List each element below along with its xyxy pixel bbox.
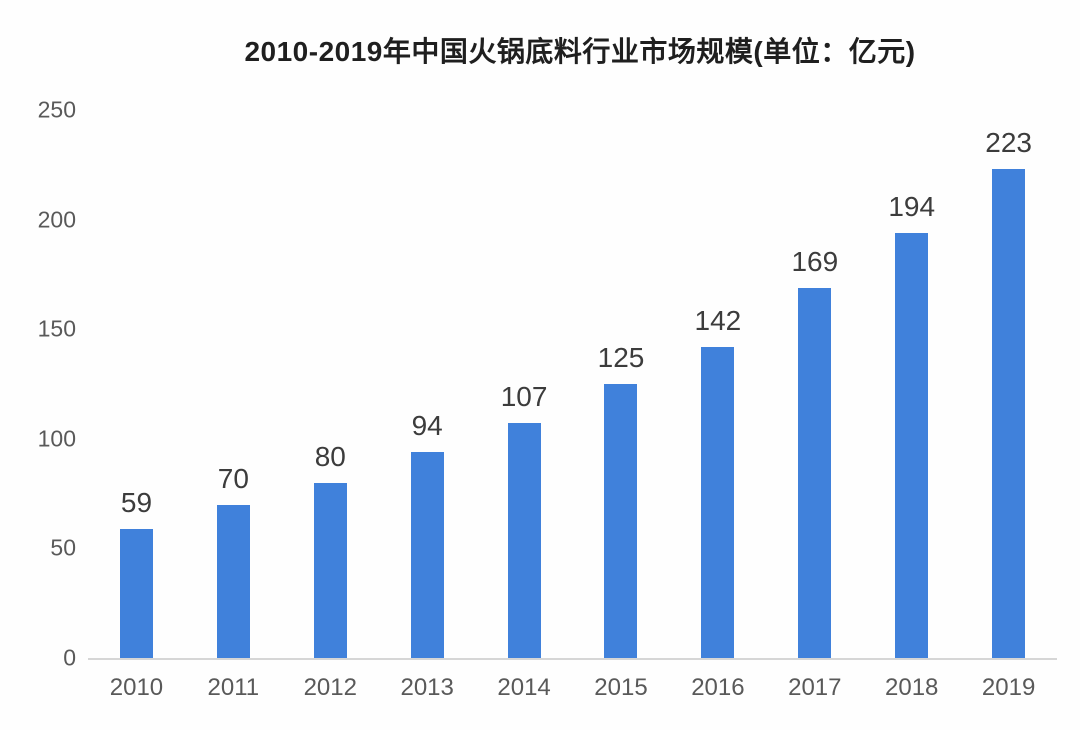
bar-slot: 142 — [669, 110, 766, 658]
plot-area: 59 70 80 94 107 125 142 169 194 223 — [88, 110, 1057, 660]
bar-value-label: 194 — [888, 190, 936, 222]
x-tick-label: 2015 — [594, 674, 648, 701]
bar-value-label: 94 — [411, 409, 443, 441]
x-tick-label: 2019 — [981, 674, 1036, 701]
bar-slot: 194 — [863, 110, 960, 658]
bar-value-label: 59 — [120, 486, 153, 518]
bar-slot: 107 — [476, 110, 573, 658]
bar — [507, 423, 541, 658]
bar — [604, 384, 638, 658]
bar-slot: 70 — [185, 110, 282, 658]
bar-slot: 223 — [960, 110, 1057, 658]
bar-value-label: 107 — [500, 381, 548, 413]
y-tick-label: 50 — [50, 534, 76, 561]
bar-value-label: 125 — [597, 342, 645, 373]
y-tick-label: 150 — [37, 315, 76, 342]
bar-value-label: 169 — [791, 245, 839, 277]
y-tick-label: 100 — [37, 425, 76, 452]
bar — [992, 169, 1026, 658]
x-tick-label: 2010 — [109, 674, 164, 701]
x-axis-tick-labels: 2010 2011 2012 2013 2014 2015 2016 2017 2018 2019 — [88, 674, 1057, 702]
bars-container: 59 70 80 94 107 125 142 169 194 223 — [88, 110, 1057, 658]
y-tick-label: 250 — [37, 96, 76, 123]
y-tick-label: 0 — [63, 644, 76, 671]
y-axis-tick-labels: 0 50 100 150 200 250 — [0, 97, 76, 671]
bar — [410, 451, 444, 658]
bar — [701, 346, 735, 658]
x-tick-label: 2017 — [788, 674, 842, 701]
x-tick-label: 2011 — [207, 674, 260, 701]
bar — [216, 504, 250, 658]
bar-slot: 94 — [379, 110, 476, 658]
x-tick-label: 2013 — [400, 674, 454, 701]
y-tick-label: 200 — [37, 206, 76, 233]
bar — [119, 528, 153, 658]
x-tick-label: 2012 — [303, 674, 357, 701]
bar-value-label: 142 — [694, 304, 742, 336]
bar-value-label: 223 — [985, 127, 1032, 159]
bar — [798, 287, 832, 658]
bar-slot: 169 — [766, 110, 863, 658]
x-tick-label: 2018 — [885, 674, 939, 701]
bar-slot: 80 — [282, 110, 379, 658]
chart-title: 2010-2019年中国火锅底料行业市场规模(单位：亿元) — [244, 36, 916, 67]
bar-slot: 125 — [573, 110, 670, 658]
bar — [895, 232, 929, 658]
x-tick-label: 2016 — [691, 674, 745, 701]
bar-slot: 59 — [88, 110, 185, 658]
x-tick-label: 2014 — [497, 674, 551, 701]
bar-value-label: 70 — [217, 462, 249, 494]
bar — [313, 482, 347, 658]
bar-value-label: 80 — [314, 440, 346, 472]
